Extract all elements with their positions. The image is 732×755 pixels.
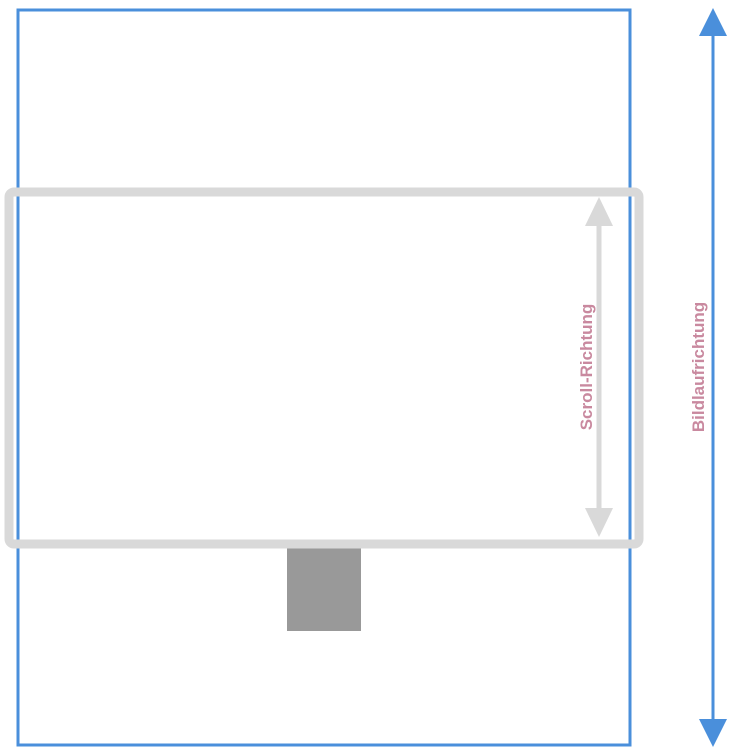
screen-frame — [4, 187, 644, 549]
monitor-stand — [287, 546, 361, 631]
scroll-direction-label: Scroll-Richtung — [577, 304, 596, 431]
scroll-arrow-head-up — [585, 197, 613, 226]
scroll-direction-arrow — [585, 197, 613, 537]
image-arrow-head-up — [699, 8, 727, 36]
image-direction-arrow — [699, 8, 727, 747]
image-direction-label: Bildlaufrichtung — [689, 302, 708, 432]
scroll-arrow-head-down — [585, 508, 613, 537]
image-arrow-head-down — [699, 719, 727, 747]
image-frame — [16, 8, 632, 747]
